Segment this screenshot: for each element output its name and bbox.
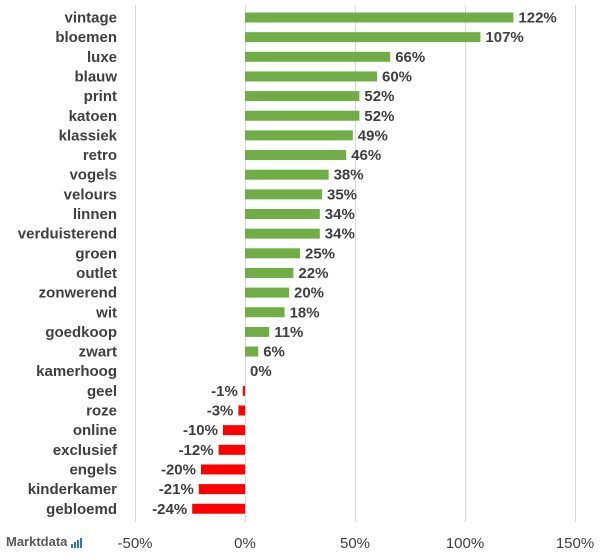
data-label: -1% bbox=[211, 383, 238, 400]
bar bbox=[245, 130, 353, 141]
category-label: luxe bbox=[87, 49, 117, 66]
category-label: exclusief bbox=[53, 442, 118, 459]
data-label: 0% bbox=[250, 363, 272, 380]
data-label: 22% bbox=[298, 265, 328, 282]
data-label: 49% bbox=[358, 127, 388, 144]
bar bbox=[192, 503, 245, 514]
category-label: vogels bbox=[69, 167, 117, 184]
x-tick-label: 50% bbox=[340, 535, 370, 552]
data-label: 6% bbox=[263, 344, 285, 361]
bar bbox=[245, 267, 294, 278]
category-label: print bbox=[84, 88, 117, 105]
data-label: 35% bbox=[327, 186, 357, 203]
bar bbox=[245, 209, 320, 219]
category-label: blauw bbox=[74, 68, 117, 85]
bar bbox=[245, 12, 514, 23]
category-labels: vintage bloemen luxe blauw print katoen klassi… bbox=[18, 10, 118, 518]
data-label: -12% bbox=[179, 442, 214, 459]
data-label: 34% bbox=[325, 206, 355, 223]
category-label: katoen bbox=[69, 108, 117, 125]
category-label: groen bbox=[75, 245, 117, 262]
data-label: 46% bbox=[351, 147, 381, 164]
x-axis-tick-labels: -50% 0% 50% 100% 150% bbox=[117, 535, 594, 552]
bar bbox=[245, 169, 329, 180]
bar bbox=[245, 228, 320, 239]
x-tick-label: 150% bbox=[556, 535, 594, 552]
category-label: linnen bbox=[73, 206, 117, 223]
category-label: zonwerend bbox=[39, 285, 117, 302]
data-label: 107% bbox=[485, 29, 523, 46]
data-label: -24% bbox=[152, 501, 187, 518]
category-label: gebloemd bbox=[46, 501, 117, 518]
category-label: velours bbox=[64, 186, 117, 203]
data-label: 34% bbox=[325, 226, 355, 243]
brand-name: Marktdata bbox=[6, 534, 68, 549]
data-label: 25% bbox=[305, 245, 335, 262]
bar bbox=[223, 425, 245, 436]
bar bbox=[245, 307, 285, 318]
bar bbox=[245, 110, 360, 121]
bar bbox=[218, 444, 245, 455]
data-label: -20% bbox=[161, 461, 196, 478]
bar bbox=[245, 51, 391, 62]
data-label: 52% bbox=[364, 108, 394, 125]
category-label: klassiek bbox=[59, 127, 118, 144]
bar bbox=[245, 150, 347, 161]
bar bbox=[245, 287, 289, 298]
category-label: zwart bbox=[79, 344, 117, 361]
category-label: roze bbox=[86, 403, 117, 420]
bar bbox=[245, 189, 322, 200]
data-label: 20% bbox=[294, 285, 324, 302]
x-tick-label: 100% bbox=[446, 535, 484, 552]
data-label: 60% bbox=[382, 68, 412, 85]
category-label: bloemen bbox=[55, 29, 117, 46]
value-labels: 122% 107% 66% 60% 52% 52% 49% 46% 38% 35% 34% 34% 25… bbox=[152, 10, 557, 518]
category-label: engels bbox=[69, 461, 117, 478]
category-label: outlet bbox=[76, 265, 117, 282]
bar bbox=[198, 484, 245, 495]
data-label: 38% bbox=[334, 167, 364, 184]
data-label: 52% bbox=[364, 88, 394, 105]
category-label: vintage bbox=[64, 10, 117, 27]
data-label: 18% bbox=[290, 304, 320, 321]
bar bbox=[245, 71, 377, 82]
data-label: -10% bbox=[183, 422, 218, 439]
bar bbox=[245, 346, 259, 357]
category-label: retro bbox=[83, 147, 117, 164]
category-label: verduisterend bbox=[18, 226, 117, 243]
bar-chart-icon bbox=[71, 538, 83, 548]
x-tick-label: -50% bbox=[117, 535, 152, 552]
bar bbox=[245, 248, 300, 259]
data-label: -21% bbox=[159, 481, 194, 498]
bar bbox=[245, 32, 481, 43]
bar bbox=[201, 464, 245, 475]
category-label: geel bbox=[87, 383, 117, 400]
data-label: -3% bbox=[207, 403, 234, 420]
category-label: online bbox=[73, 422, 117, 439]
data-label: 122% bbox=[518, 10, 556, 27]
bar bbox=[238, 405, 245, 416]
bars bbox=[192, 12, 514, 514]
category-label: goedkoop bbox=[45, 324, 117, 341]
bar bbox=[245, 91, 360, 102]
data-label: 66% bbox=[395, 49, 425, 66]
brand-logo: Marktdata bbox=[6, 534, 83, 549]
data-label: 11% bbox=[274, 324, 303, 341]
category-label: wit bbox=[95, 304, 117, 321]
category-label: kamerhoog bbox=[36, 363, 117, 380]
bar bbox=[242, 385, 245, 396]
category-label: kinderkamer bbox=[28, 481, 117, 498]
x-tick-label: 0% bbox=[234, 535, 256, 552]
bar bbox=[245, 326, 270, 337]
